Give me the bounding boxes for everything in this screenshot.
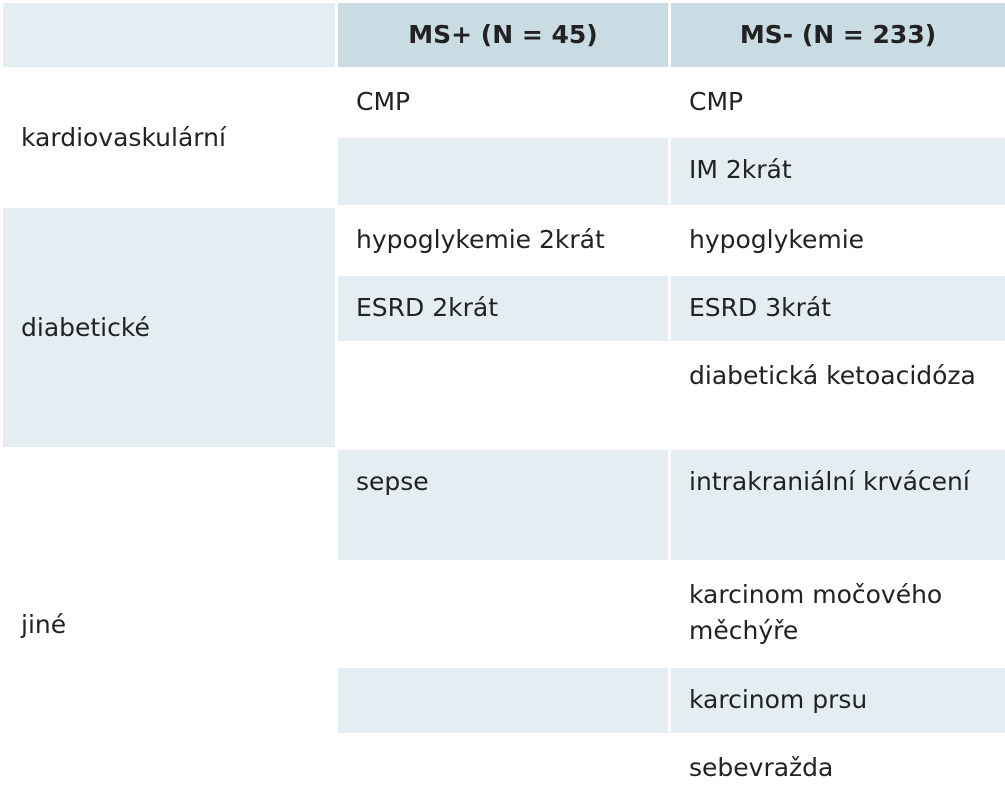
cell: karcinom močového měchýře (670, 562, 1005, 667)
cell (337, 735, 670, 802)
group-cell: diabetické (2, 207, 337, 449)
cell: sebevražda (670, 735, 1005, 802)
cell: hypoglykemie 2krát (337, 207, 670, 275)
header-cell: MS+ (N = 45) (337, 2, 670, 69)
cell: sepse (337, 449, 670, 562)
header-cell (2, 2, 337, 69)
group-cell: jiné (2, 449, 337, 802)
cell: ESRD 3krát (670, 275, 1005, 343)
group-cell: kardiovaskulární (2, 69, 337, 207)
cell: diabetická ketoacidóza (670, 343, 1005, 449)
cell: intrakraniální krvácení (670, 449, 1005, 562)
cell (337, 562, 670, 667)
header-cell: MS- (N = 233) (670, 2, 1005, 69)
cell: CMP (670, 69, 1005, 137)
cell (337, 343, 670, 449)
cell: IM 2krát (670, 137, 1005, 207)
header-row: MS+ (N = 45) MS- (N = 233) (2, 2, 1005, 69)
cell: hypoglykemie (670, 207, 1005, 275)
cell: CMP (337, 69, 670, 137)
cell: ESRD 2krát (337, 275, 670, 343)
cell (337, 137, 670, 207)
cell: karcinom prsu (670, 667, 1005, 735)
cell (337, 667, 670, 735)
